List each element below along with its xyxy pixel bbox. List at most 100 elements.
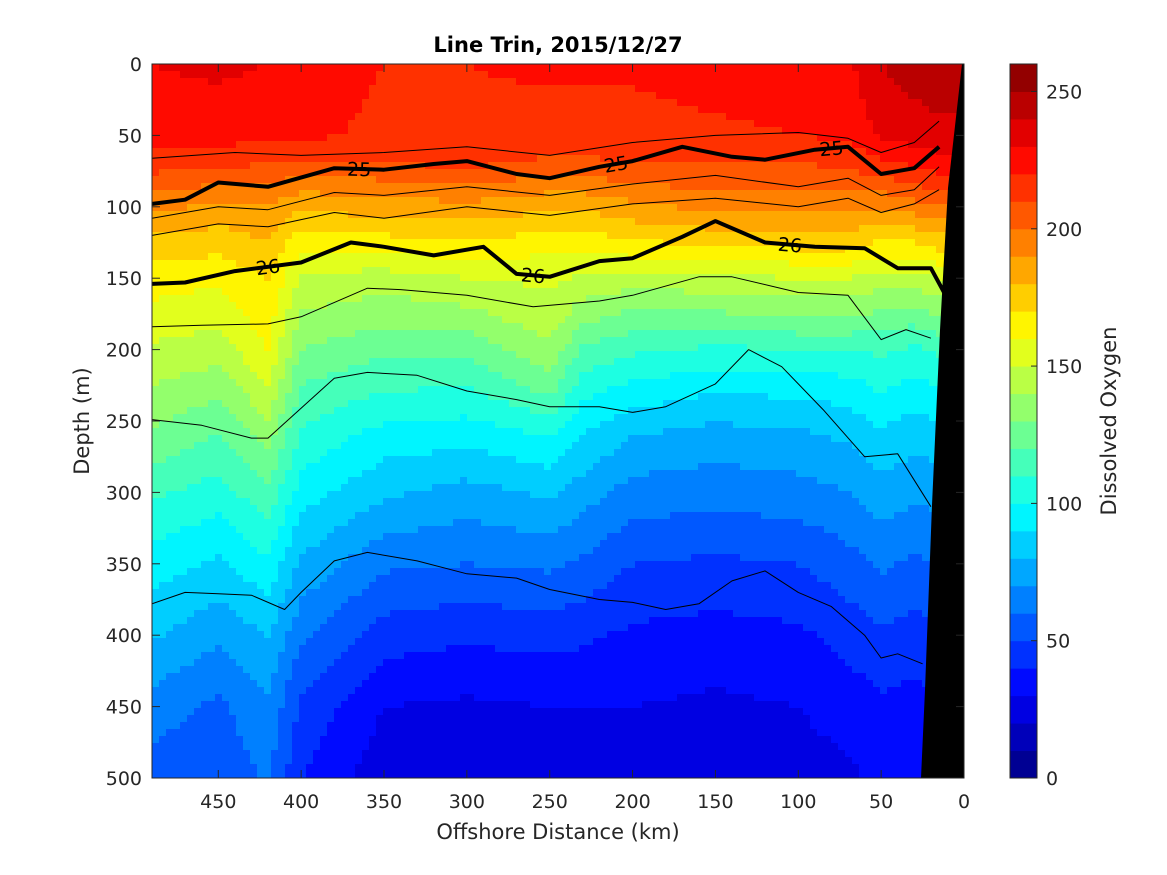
oxygen-cell bbox=[215, 624, 223, 632]
oxygen-cell bbox=[271, 694, 279, 702]
oxygen-cell bbox=[243, 729, 251, 737]
oxygen-cell bbox=[369, 505, 377, 513]
oxygen-cell bbox=[229, 582, 237, 590]
oxygen-cell bbox=[327, 512, 335, 520]
oxygen-cell bbox=[439, 526, 447, 534]
oxygen-cell bbox=[348, 470, 356, 478]
oxygen-cell bbox=[264, 743, 272, 751]
oxygen-cell bbox=[369, 582, 377, 590]
oxygen-cell bbox=[173, 176, 181, 184]
oxygen-cell bbox=[446, 211, 454, 219]
oxygen-cell bbox=[355, 120, 363, 128]
oxygen-cell bbox=[292, 64, 300, 72]
oxygen-cell bbox=[432, 771, 440, 778]
oxygen-cell bbox=[460, 211, 468, 219]
oxygen-cell bbox=[166, 421, 174, 429]
oxygen-cell bbox=[257, 449, 265, 457]
oxygen-cell bbox=[159, 407, 167, 415]
oxygen-cell bbox=[362, 442, 370, 450]
oxygen-cell bbox=[348, 232, 356, 240]
oxygen-cell bbox=[271, 169, 279, 177]
oxygen-cell bbox=[250, 260, 258, 268]
oxygen-cell bbox=[432, 127, 440, 135]
oxygen-cell bbox=[425, 323, 433, 331]
oxygen-cell bbox=[488, 337, 496, 345]
oxygen-cell bbox=[341, 330, 349, 338]
oxygen-cell bbox=[250, 715, 258, 723]
oxygen-cell bbox=[425, 519, 433, 527]
oxygen-cell bbox=[222, 526, 230, 534]
oxygen-cell bbox=[208, 162, 216, 170]
oxygen-cell bbox=[180, 176, 188, 184]
oxygen-cell bbox=[173, 99, 181, 107]
oxygen-cell bbox=[432, 204, 440, 212]
oxygen-cell bbox=[278, 92, 286, 100]
oxygen-cell bbox=[292, 393, 300, 401]
oxygen-cell bbox=[453, 638, 461, 646]
oxygen-cell bbox=[159, 330, 167, 338]
oxygen-cell bbox=[390, 736, 398, 744]
oxygen-cell bbox=[355, 330, 363, 338]
oxygen-cell bbox=[488, 547, 496, 555]
oxygen-cell bbox=[299, 743, 307, 751]
oxygen-cell bbox=[418, 666, 426, 674]
oxygen-cell bbox=[334, 631, 342, 639]
oxygen-cell bbox=[285, 526, 293, 534]
oxygen-cell bbox=[194, 344, 202, 352]
oxygen-cell bbox=[257, 337, 265, 345]
oxygen-cell bbox=[278, 141, 286, 149]
oxygen-cell bbox=[383, 379, 391, 387]
oxygen-cell bbox=[180, 491, 188, 499]
oxygen-cell bbox=[306, 638, 314, 646]
oxygen-cell bbox=[250, 211, 258, 219]
oxygen-cell bbox=[362, 253, 370, 261]
oxygen-cell bbox=[474, 400, 482, 408]
oxygen-cell bbox=[327, 687, 335, 695]
oxygen-cell bbox=[201, 561, 209, 569]
oxygen-cell bbox=[425, 666, 433, 674]
oxygen-cell bbox=[327, 610, 335, 618]
oxygen-cell bbox=[257, 729, 265, 737]
oxygen-cell bbox=[187, 603, 195, 611]
oxygen-cell bbox=[467, 421, 475, 429]
oxygen-cell bbox=[341, 582, 349, 590]
oxygen-cell bbox=[194, 477, 202, 485]
oxygen-cell bbox=[173, 687, 181, 695]
oxygen-cell bbox=[180, 330, 188, 338]
oxygen-cell bbox=[264, 85, 272, 93]
oxygen-cell bbox=[257, 71, 265, 79]
oxygen-cell bbox=[243, 589, 251, 597]
oxygen-cell bbox=[348, 498, 356, 506]
oxygen-cell bbox=[383, 183, 391, 191]
oxygen-cell bbox=[334, 218, 342, 226]
oxygen-cell bbox=[383, 715, 391, 723]
oxygen-cell bbox=[397, 666, 405, 674]
oxygen-cell bbox=[173, 498, 181, 506]
oxygen-cell bbox=[327, 134, 335, 142]
oxygen-cell bbox=[383, 169, 391, 177]
oxygen-cell bbox=[460, 155, 468, 163]
oxygen-cell bbox=[208, 302, 216, 310]
oxygen-cell bbox=[201, 155, 209, 163]
oxygen-cell bbox=[201, 603, 209, 611]
oxygen-cell bbox=[418, 267, 426, 275]
oxygen-cell bbox=[250, 197, 258, 205]
oxygen-cell bbox=[404, 134, 412, 142]
oxygen-cell bbox=[474, 197, 482, 205]
oxygen-cell bbox=[327, 393, 335, 401]
oxygen-cell bbox=[390, 169, 398, 177]
oxygen-cell bbox=[152, 379, 160, 387]
oxygen-cell bbox=[397, 239, 405, 247]
oxygen-cell bbox=[474, 652, 482, 660]
oxygen-cell bbox=[481, 176, 489, 184]
oxygen-cell bbox=[348, 526, 356, 534]
oxygen-cell bbox=[341, 442, 349, 450]
oxygen-cell bbox=[229, 694, 237, 702]
oxygen-cell bbox=[411, 281, 419, 289]
oxygen-cell bbox=[376, 120, 384, 128]
oxygen-cell bbox=[187, 673, 195, 681]
oxygen-cell bbox=[432, 323, 440, 331]
oxygen-cell bbox=[313, 463, 321, 471]
oxygen-cell bbox=[285, 638, 293, 646]
oxygen-cell bbox=[348, 757, 356, 765]
